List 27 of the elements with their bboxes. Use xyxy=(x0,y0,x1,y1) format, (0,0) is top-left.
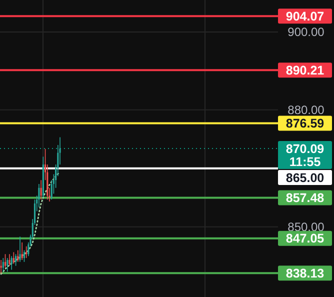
candlestick xyxy=(0,260,2,274)
ref-line-label: 838.13 xyxy=(286,266,324,280)
candlestick xyxy=(12,252,14,264)
candlestick xyxy=(14,254,17,266)
candlestick xyxy=(2,258,4,272)
ref-line-label: 847.05 xyxy=(286,232,324,246)
ref-line-label: 857.48 xyxy=(286,191,324,206)
ref-line-label: 865.00 xyxy=(286,170,324,185)
candlestick xyxy=(40,180,42,200)
text: 11:55 xyxy=(289,154,321,169)
candlestick xyxy=(19,236,21,262)
y-tick-label: 880.00 xyxy=(288,103,325,118)
candlestick xyxy=(10,256,12,270)
candlestick xyxy=(26,246,28,258)
candlestick xyxy=(21,242,23,260)
ref-line-label: 904.07 xyxy=(286,9,324,24)
ref-line-label: 870.09 xyxy=(286,142,324,156)
candlestick xyxy=(8,254,10,266)
candlestick xyxy=(38,184,40,208)
ref-line-label: 876.59 xyxy=(286,116,324,131)
y-tick-label: 850.00 xyxy=(288,220,325,234)
ref-line-label: 890.21 xyxy=(286,63,324,78)
candlestick xyxy=(4,254,6,268)
candlestick xyxy=(6,258,8,272)
candlestick xyxy=(17,250,19,262)
y-tick-label: 900.00 xyxy=(288,25,325,40)
candlestick xyxy=(23,250,26,262)
